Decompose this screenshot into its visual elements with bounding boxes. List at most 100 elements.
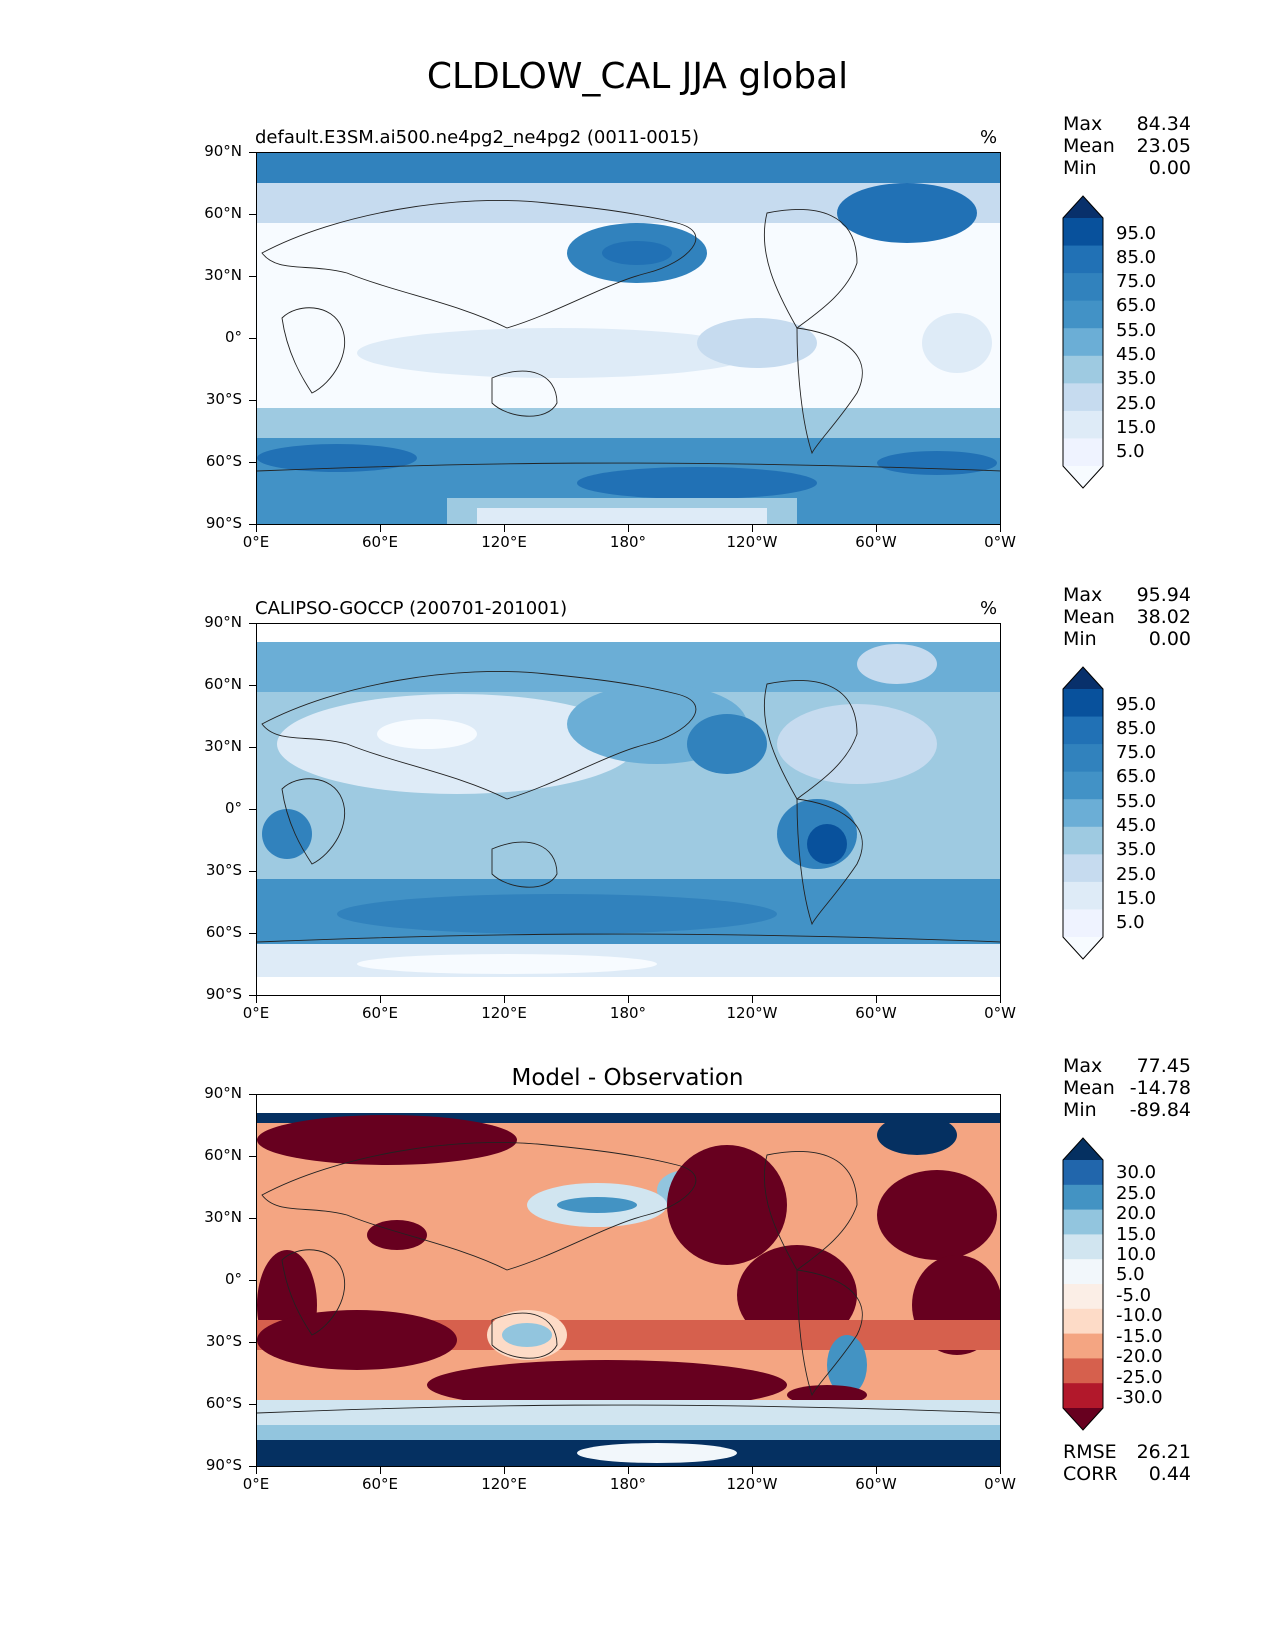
colorbar-segment (1063, 273, 1103, 302)
colorbar-tick: -20.0 (1116, 1346, 1163, 1367)
ytick: 30°N (204, 737, 242, 755)
colorbar-segment (1063, 1284, 1103, 1310)
stat-label: Max (1063, 584, 1103, 606)
stat-label: Min (1063, 157, 1097, 179)
xtick: 60°W (855, 1004, 897, 1022)
stat-max: 77.45 (1136, 1055, 1191, 1077)
stat-label: Mean (1063, 135, 1115, 157)
xtick: 60°W (855, 1475, 897, 1493)
stat-min: 0.00 (1148, 628, 1191, 650)
stat-mean: -14.78 (1129, 1077, 1191, 1099)
ytick: 90°S (205, 985, 242, 1003)
stat-max: 95.94 (1136, 584, 1191, 606)
colorbar-segment (1063, 300, 1103, 329)
xtick: 0°W (984, 1475, 1016, 1493)
colorbar-tick: 55.0 (1116, 320, 1157, 341)
colorbar-segment (1063, 744, 1103, 773)
colorbar-segment (1063, 1308, 1103, 1335)
colorbar-tick: 15.0 (1116, 1224, 1157, 1245)
ytick: 90°S (205, 1456, 242, 1474)
colorbar-tick: 25.0 (1116, 864, 1157, 885)
colorbar-tick: 65.0 (1116, 766, 1157, 787)
map-field (257, 1095, 1000, 1466)
stat-mean: 23.05 (1136, 135, 1191, 157)
stat-min: -89.84 (1129, 1099, 1191, 1121)
colorbar-segment (1063, 328, 1103, 357)
colorbar-tick: 45.0 (1116, 344, 1157, 365)
colorbar-segment (1063, 854, 1103, 883)
colorbar-segment (1063, 1358, 1103, 1384)
panel-title: CALIPSO-GOCCP (200701-201001) (255, 598, 568, 619)
colorbar-segment (1063, 1184, 1103, 1211)
ytick: 90°N (204, 1084, 242, 1102)
colorbar-segment (1063, 355, 1103, 384)
colorbar-outline (1062, 1137, 1104, 1431)
ytick: 90°N (204, 613, 242, 631)
colorbar-segment (1063, 909, 1103, 938)
colorbar (1062, 1137, 1104, 1431)
ytick: 60°S (205, 452, 242, 470)
colorbar-tick: 30.0 (1116, 1162, 1157, 1183)
stat-label: Max (1063, 113, 1103, 135)
ytick: 60°N (204, 1146, 242, 1164)
colorbar-tick: 35.0 (1116, 839, 1157, 860)
colorbar-segment (1063, 218, 1103, 247)
colorbar-segment (1063, 1160, 1103, 1186)
xtick: 180° (609, 1475, 647, 1493)
colorbar-tick: 85.0 (1116, 718, 1157, 739)
colorbar-segment (1063, 1259, 1103, 1285)
ytick: 60°N (204, 204, 242, 222)
panel-reference: CALIPSO-GOCCP (200701-201001) % (0, 584, 1275, 1028)
ytick: 60°S (205, 1394, 242, 1412)
colorbar-segment (1063, 438, 1103, 467)
colorbar-extend-top (1063, 1138, 1103, 1160)
stats-box: Max 95.94 Mean 38.02 Min 0.00 (1063, 584, 1191, 650)
colorbar (1062, 666, 1104, 960)
panel-title: Model - Observation (511, 1065, 744, 1091)
colorbar-extend-top (1063, 196, 1103, 218)
stat-label: CORR (1063, 1463, 1118, 1485)
colorbar-segment (1063, 383, 1103, 412)
colorbar-tick: 25.0 (1116, 393, 1157, 414)
colorbar-tick: 85.0 (1116, 247, 1157, 268)
stat-mean: 38.02 (1136, 606, 1191, 628)
colorbar-tick: -15.0 (1116, 1326, 1163, 1347)
colorbar-tick: -5.0 (1116, 1285, 1152, 1306)
colorbar-tick: 25.0 (1116, 1183, 1157, 1204)
xtick: 120°W (726, 1475, 778, 1493)
colorbar-tick: 5.0 (1116, 441, 1145, 462)
xtick: 0°W (984, 533, 1016, 551)
xtick: 180° (609, 1004, 647, 1022)
colorbar-extend-bottom (1063, 466, 1103, 488)
colorbar (1062, 195, 1104, 489)
colorbar-tick: 10.0 (1116, 1244, 1157, 1265)
colorbar-extend-top (1063, 667, 1103, 689)
map-field (257, 624, 1000, 995)
colorbar-outline (1062, 195, 1104, 489)
stat-max: 84.34 (1136, 113, 1191, 135)
xtick: 120°E (481, 533, 527, 551)
stat-label: Min (1063, 628, 1097, 650)
ytick: 0° (224, 799, 242, 817)
ytick: 30°N (204, 266, 242, 284)
stat-corr: 0.44 (1148, 1463, 1191, 1485)
colorbar-tick: 55.0 (1116, 791, 1157, 812)
colorbar-extend-bottom (1063, 937, 1103, 959)
panel-difference: Model - Observation (0, 1055, 1275, 1549)
ytick: 0° (224, 1270, 242, 1288)
colorbar-tick: 95.0 (1116, 694, 1157, 715)
stat-label: RMSE (1063, 1441, 1117, 1463)
stat-label: Mean (1063, 1077, 1115, 1099)
colorbar-extend-bottom (1063, 1408, 1103, 1430)
map-field (257, 153, 1000, 524)
colorbar-segment (1063, 881, 1103, 910)
colorbar-segment (1063, 1383, 1103, 1409)
colorbar-segment (1063, 799, 1103, 828)
colorbar-segment (1063, 689, 1103, 718)
colorbar-segment (1063, 1333, 1103, 1359)
colorbar-tick: 5.0 (1116, 1264, 1145, 1285)
map-plot (256, 152, 1001, 525)
colorbar-tick: 95.0 (1116, 223, 1157, 244)
xtick: 120°E (481, 1004, 527, 1022)
ytick: 90°S (205, 514, 242, 532)
